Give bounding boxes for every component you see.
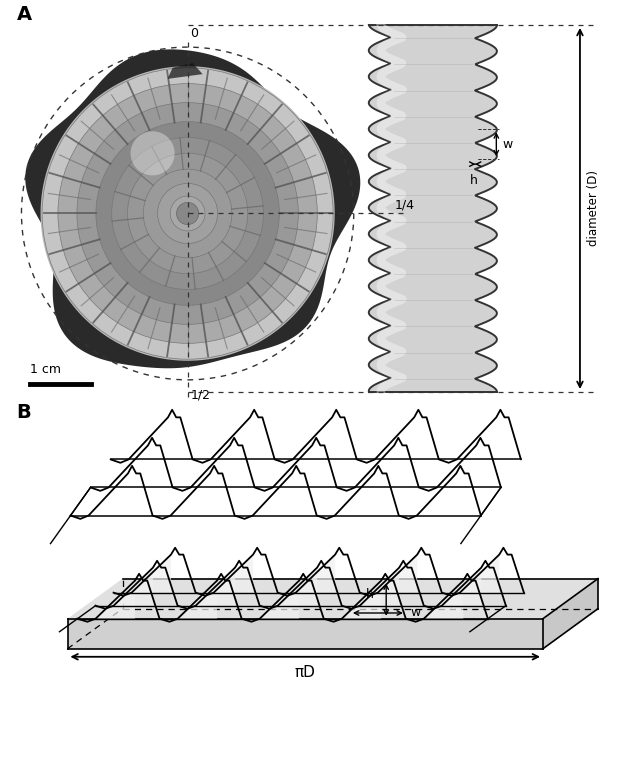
Polygon shape [378, 555, 417, 593]
Circle shape [131, 131, 174, 176]
Polygon shape [424, 580, 464, 619]
Polygon shape [296, 555, 335, 593]
Circle shape [42, 68, 333, 359]
Polygon shape [460, 555, 499, 593]
Polygon shape [260, 580, 299, 619]
Text: B: B [16, 403, 31, 423]
Text: πD: πD [295, 665, 316, 679]
Circle shape [128, 153, 248, 273]
Polygon shape [196, 568, 235, 606]
Text: A: A [16, 5, 32, 24]
Polygon shape [278, 568, 317, 606]
Polygon shape [26, 49, 360, 369]
Polygon shape [442, 568, 482, 606]
Text: h: h [470, 174, 478, 187]
Text: w: w [502, 137, 513, 151]
Text: 1 cm: 1 cm [31, 363, 62, 376]
Polygon shape [342, 580, 381, 619]
Circle shape [158, 184, 217, 244]
Text: diameter (D): diameter (D) [587, 170, 601, 247]
Text: 1/4: 1/4 [395, 198, 415, 212]
Polygon shape [95, 580, 135, 619]
Polygon shape [369, 25, 497, 392]
Polygon shape [543, 579, 598, 649]
Polygon shape [113, 568, 153, 606]
Polygon shape [214, 555, 253, 593]
Circle shape [176, 202, 199, 225]
Polygon shape [131, 555, 171, 593]
Circle shape [77, 102, 298, 324]
Polygon shape [168, 63, 202, 79]
Circle shape [170, 196, 205, 231]
Circle shape [58, 84, 317, 344]
Polygon shape [360, 568, 399, 606]
Polygon shape [40, 66, 335, 361]
Polygon shape [178, 580, 217, 619]
Polygon shape [67, 579, 598, 619]
Text: w: w [411, 607, 421, 619]
Polygon shape [67, 619, 543, 649]
Circle shape [112, 137, 264, 290]
Text: 1/2: 1/2 [191, 389, 211, 402]
Text: 0: 0 [191, 27, 199, 40]
Circle shape [143, 169, 232, 258]
Circle shape [96, 122, 279, 305]
Text: h: h [366, 588, 374, 601]
